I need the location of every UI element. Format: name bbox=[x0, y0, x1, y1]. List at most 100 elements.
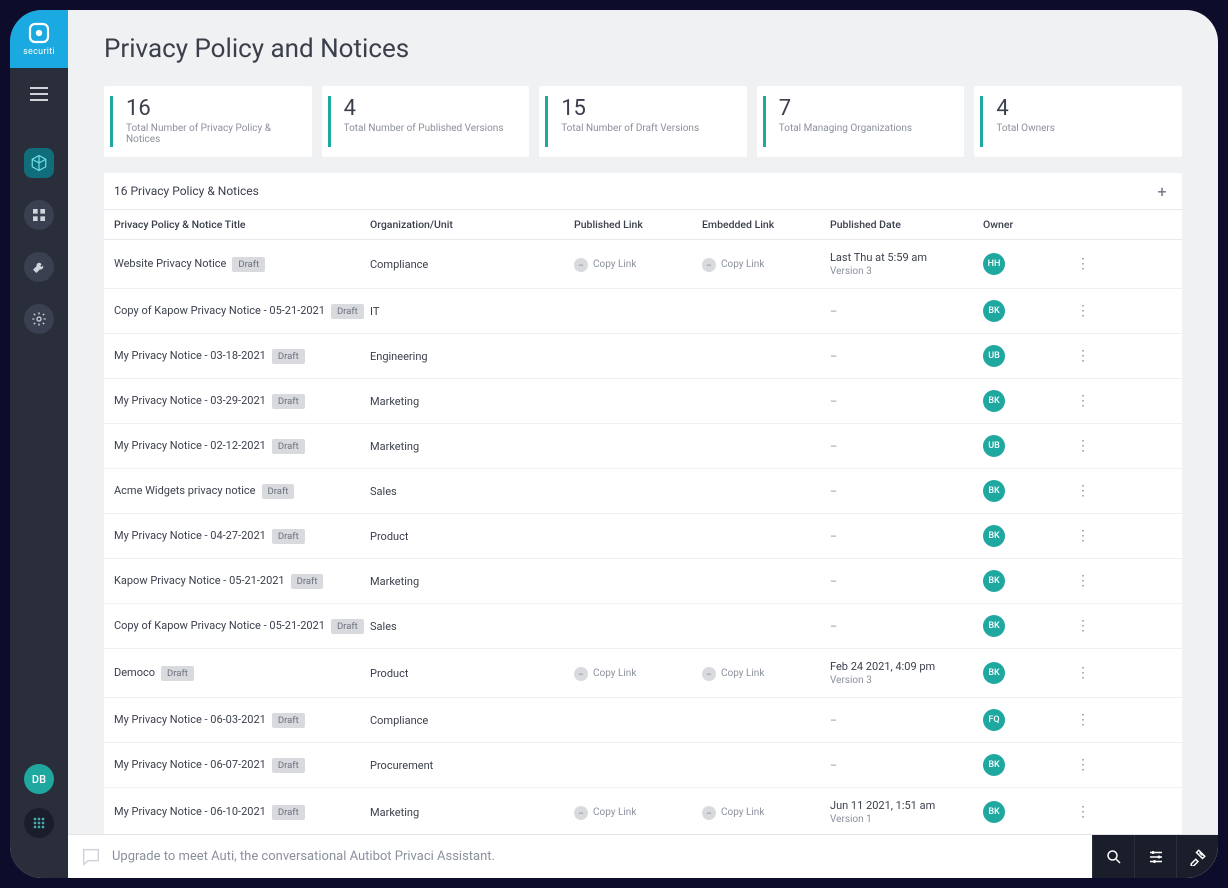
kebab-icon[interactable]: ⋮ bbox=[1073, 573, 1093, 589]
copy-published-link[interactable]: ⇔Copy Link bbox=[574, 258, 636, 272]
owner-badge[interactable]: FQ bbox=[983, 709, 1005, 731]
table-row[interactable]: My Privacy Notice - 03-18-2021DraftEngin… bbox=[104, 334, 1182, 379]
empty-date: – bbox=[830, 395, 837, 408]
kebab-icon[interactable]: ⋮ bbox=[1073, 804, 1093, 820]
empty-date: – bbox=[830, 759, 837, 772]
table-row[interactable]: My Privacy Notice - 06-07-2021DraftProcu… bbox=[104, 743, 1182, 788]
apps-icon[interactable] bbox=[24, 808, 54, 838]
table-row[interactable]: My Privacy Notice - 06-10-2021DraftMarke… bbox=[104, 788, 1182, 834]
owner-badge[interactable]: BK bbox=[983, 570, 1005, 592]
link-icon: ⇔ bbox=[702, 806, 716, 820]
build-icon[interactable] bbox=[1176, 835, 1218, 878]
copy-published-link[interactable]: ⇔Copy Link bbox=[574, 667, 636, 681]
row-title-text: My Privacy Notice - 06-07-2021 bbox=[114, 758, 266, 771]
stat-card: 4Total Number of Published Versions bbox=[322, 86, 530, 157]
nav-dashboard-icon[interactable] bbox=[24, 200, 54, 230]
empty-date: – bbox=[830, 714, 837, 727]
user-avatar[interactable]: DB bbox=[24, 764, 54, 794]
row-emb-cell: ⇔Copy Link bbox=[702, 257, 830, 272]
draft-badge: Draft bbox=[232, 257, 265, 272]
brand-logo[interactable]: securiti bbox=[10, 10, 68, 68]
nav-cube-icon[interactable] bbox=[24, 148, 54, 178]
kebab-icon[interactable]: ⋮ bbox=[1073, 256, 1093, 272]
search-icon[interactable] bbox=[1092, 835, 1134, 878]
table-row[interactable]: DemocoDraftProduct⇔Copy Link⇔Copy LinkFe… bbox=[104, 649, 1182, 698]
table-row[interactable]: Kapow Privacy Notice - 05-21-2021DraftMa… bbox=[104, 559, 1182, 604]
table-row[interactable]: Website Privacy NoticeDraftCompliance⇔Co… bbox=[104, 240, 1182, 289]
row-date-cell: – bbox=[830, 714, 983, 727]
row-title-cell: My Privacy Notice - 02-12-2021Draft bbox=[114, 439, 370, 454]
kebab-icon[interactable]: ⋮ bbox=[1073, 757, 1093, 773]
draft-badge: Draft bbox=[272, 529, 305, 544]
assistant-hint[interactable]: Upgrade to meet Auti, the conversational… bbox=[80, 846, 1092, 868]
row-title-cell: My Privacy Notice - 03-18-2021Draft bbox=[114, 349, 370, 364]
owner-badge[interactable]: UB bbox=[983, 345, 1005, 367]
nav-gear-icon[interactable] bbox=[24, 304, 54, 334]
kebab-icon[interactable]: ⋮ bbox=[1073, 303, 1093, 319]
col-pub: Published Link bbox=[574, 218, 702, 231]
owner-badge[interactable]: UB bbox=[983, 435, 1005, 457]
owner-badge[interactable]: BK bbox=[983, 801, 1005, 823]
owner-badge[interactable]: BK bbox=[983, 754, 1005, 776]
nav-wrench-icon[interactable] bbox=[24, 252, 54, 282]
owner-badge[interactable]: BK bbox=[983, 480, 1005, 502]
kebab-icon[interactable]: ⋮ bbox=[1073, 618, 1093, 634]
table-row[interactable]: My Privacy Notice - 06-03-2021DraftCompl… bbox=[104, 698, 1182, 743]
row-title-cell: DemocoDraft bbox=[114, 666, 370, 681]
table-row[interactable]: My Privacy Notice - 03-29-2021DraftMarke… bbox=[104, 379, 1182, 424]
empty-date: – bbox=[830, 305, 837, 318]
owner-badge[interactable]: BK bbox=[983, 390, 1005, 412]
sidebar-nav bbox=[24, 148, 54, 334]
row-date-cell: – bbox=[830, 350, 983, 363]
stat-label: Total Owners bbox=[988, 123, 1168, 134]
row-title-text: My Privacy Notice - 04-27-2021 bbox=[114, 529, 266, 542]
table-row[interactable]: My Privacy Notice - 02-12-2021DraftMarke… bbox=[104, 424, 1182, 469]
empty-date: – bbox=[830, 485, 837, 498]
owner-badge[interactable]: HH bbox=[983, 253, 1005, 275]
row-title-cell: Kapow Privacy Notice - 05-21-2021Draft bbox=[114, 574, 370, 589]
copy-embedded-link[interactable]: ⇔Copy Link bbox=[702, 258, 764, 272]
kebab-icon[interactable]: ⋮ bbox=[1073, 393, 1093, 409]
content-scroll: Privacy Policy and Notices 16Total Numbe… bbox=[68, 10, 1218, 834]
copy-published-link[interactable]: ⇔Copy Link bbox=[574, 806, 636, 820]
copy-embedded-link[interactable]: ⇔Copy Link bbox=[702, 806, 764, 820]
owner-badge[interactable]: BK bbox=[983, 525, 1005, 547]
owner-badge[interactable]: BK bbox=[983, 615, 1005, 637]
table-row[interactable]: Acme Widgets privacy noticeDraftSales–BK… bbox=[104, 469, 1182, 514]
owner-badge[interactable]: BK bbox=[983, 662, 1005, 684]
table-row[interactable]: Copy of Kapow Privacy Notice - 05-21-202… bbox=[104, 289, 1182, 334]
empty-date: – bbox=[830, 440, 837, 453]
draft-badge: Draft bbox=[272, 758, 305, 773]
kebab-icon[interactable]: ⋮ bbox=[1073, 348, 1093, 364]
row-actions-cell: ⋮ bbox=[1063, 757, 1103, 773]
kebab-icon[interactable]: ⋮ bbox=[1073, 712, 1093, 728]
row-actions-cell: ⋮ bbox=[1063, 804, 1103, 820]
row-actions-cell: ⋮ bbox=[1063, 348, 1103, 364]
row-actions-cell: ⋮ bbox=[1063, 303, 1103, 319]
table-panel: 16 Privacy Policy & Notices + Privacy Po… bbox=[104, 173, 1182, 834]
copy-embedded-link[interactable]: ⇔Copy Link bbox=[702, 667, 764, 681]
row-org-cell: Compliance bbox=[370, 258, 574, 271]
kebab-icon[interactable]: ⋮ bbox=[1073, 438, 1093, 454]
kebab-icon[interactable]: ⋮ bbox=[1073, 528, 1093, 544]
table-row[interactable]: Copy of Kapow Privacy Notice - 05-21-202… bbox=[104, 604, 1182, 649]
sliders-icon[interactable] bbox=[1134, 835, 1176, 878]
page-title: Privacy Policy and Notices bbox=[104, 34, 1182, 64]
kebab-icon[interactable]: ⋮ bbox=[1073, 665, 1093, 681]
owner-badge[interactable]: BK bbox=[983, 300, 1005, 322]
row-actions-cell: ⋮ bbox=[1063, 528, 1103, 544]
stat-label: Total Number of Draft Versions bbox=[553, 123, 733, 134]
row-title-text: Copy of Kapow Privacy Notice - 05-21-202… bbox=[114, 304, 325, 317]
row-title-cell: My Privacy Notice - 04-27-2021 Draft bbox=[114, 529, 370, 544]
row-actions-cell: ⋮ bbox=[1063, 256, 1103, 272]
row-date-cell: – bbox=[830, 440, 983, 453]
kebab-icon[interactable]: ⋮ bbox=[1073, 483, 1093, 499]
add-button[interactable]: + bbox=[1152, 181, 1172, 201]
row-title-text: Kapow Privacy Notice - 05-21-2021 bbox=[114, 574, 285, 587]
row-title-cell: My Privacy Notice - 06-10-2021Draft bbox=[114, 805, 370, 820]
copy-link-text: Copy Link bbox=[593, 668, 636, 679]
row-title-cell: Copy of Kapow Privacy Notice - 05-21-202… bbox=[114, 619, 370, 634]
row-org-cell: Engineering bbox=[370, 350, 574, 363]
table-row[interactable]: My Privacy Notice - 04-27-2021DraftProdu… bbox=[104, 514, 1182, 559]
hamburger-icon[interactable] bbox=[10, 74, 68, 114]
